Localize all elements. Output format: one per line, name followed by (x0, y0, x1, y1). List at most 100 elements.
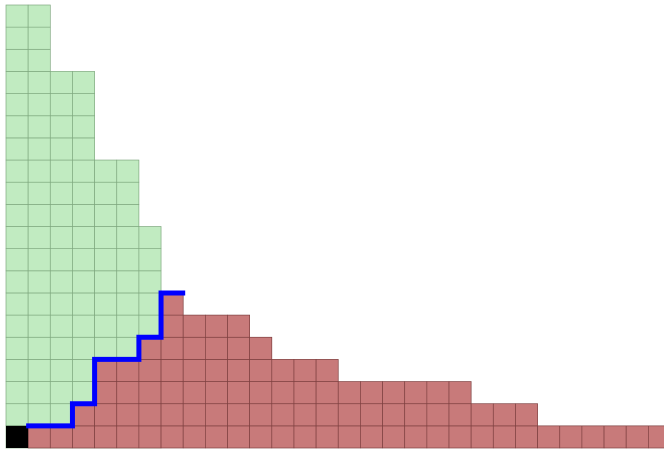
green-cell (27, 248, 51, 272)
red-cell (72, 425, 95, 449)
red-cell (315, 425, 339, 449)
red-cell (515, 403, 538, 427)
green-cell (94, 204, 118, 227)
red-cell (293, 425, 317, 449)
red-cell (249, 336, 273, 360)
red-cell (337, 425, 361, 449)
green-cell (49, 381, 73, 405)
red-cell (426, 403, 450, 427)
red-cell (182, 425, 206, 449)
green-cell (27, 26, 51, 50)
red-cell (138, 425, 162, 449)
red-cell (448, 403, 472, 427)
green-cell (49, 336, 73, 360)
red-cell (404, 403, 428, 427)
green-cell (27, 336, 51, 360)
green-cell (5, 359, 29, 382)
green-cell (27, 181, 51, 205)
red-cell (160, 425, 184, 449)
green-cell (72, 137, 95, 161)
red-cell (470, 403, 494, 427)
red-cell (205, 359, 228, 382)
green-cell (27, 381, 51, 405)
red-cell (182, 381, 206, 405)
red-cell (448, 381, 472, 405)
red-cell (271, 359, 295, 382)
green-cell (72, 359, 95, 382)
green-cell (138, 314, 162, 338)
red-cell (337, 403, 361, 427)
red-cell (116, 425, 140, 449)
red-cell (227, 336, 250, 360)
green-cell (5, 292, 29, 316)
green-cell (5, 4, 29, 28)
green-cell (5, 115, 29, 139)
red-cell (138, 403, 162, 427)
red-cell (116, 403, 140, 427)
boundary-path (26, 290, 186, 429)
red-cell (205, 336, 228, 360)
red-cell (581, 425, 605, 449)
green-cell (72, 381, 95, 405)
red-cell (404, 381, 428, 405)
green-cell (72, 292, 95, 316)
green-cell (27, 359, 51, 382)
green-cell (5, 314, 29, 338)
red-cell (382, 381, 406, 405)
red-cell (138, 336, 162, 360)
green-cell (116, 270, 140, 294)
red-cell (426, 425, 450, 449)
green-cell (49, 137, 73, 161)
green-cell (72, 181, 95, 205)
green-cell (5, 381, 29, 405)
green-cell (94, 292, 118, 316)
red-cell (182, 336, 206, 360)
red-cell (182, 359, 206, 382)
green-cell (116, 292, 140, 316)
green-cell (49, 248, 73, 272)
red-cell (205, 314, 228, 338)
green-cell (138, 270, 162, 294)
red-cell (271, 403, 295, 427)
green-cell (5, 26, 29, 50)
red-cell (49, 425, 73, 449)
green-cell (94, 336, 118, 360)
red-cell (249, 425, 273, 449)
green-cell (27, 137, 51, 161)
red-cell (271, 425, 295, 449)
origin-cell (6, 425, 29, 448)
green-cell (72, 336, 95, 360)
red-cell (249, 381, 273, 405)
red-cell (182, 403, 206, 427)
green-cell (49, 181, 73, 205)
green-cell (5, 403, 29, 427)
green-cell (72, 71, 95, 94)
red-cell (470, 425, 494, 449)
red-cell (249, 403, 273, 427)
red-cell (559, 425, 583, 449)
green-cell (49, 226, 73, 249)
red-cell (360, 381, 383, 405)
red-cell (227, 381, 250, 405)
green-cell (27, 4, 51, 28)
red-cell (382, 425, 406, 449)
red-cell (293, 403, 317, 427)
green-cell (72, 204, 95, 227)
green-cell (94, 226, 118, 249)
green-cell (27, 226, 51, 249)
red-cell (603, 425, 627, 449)
green-cell (5, 248, 29, 272)
red-cell (315, 403, 339, 427)
red-cell (205, 403, 228, 427)
red-cell (94, 359, 118, 382)
red-cell (94, 381, 118, 405)
green-cell (27, 204, 51, 227)
green-cell (94, 248, 118, 272)
red-cell (116, 359, 140, 382)
red-cell (227, 359, 250, 382)
red-cell (625, 425, 649, 449)
red-cell (205, 425, 228, 449)
green-cell (116, 226, 140, 249)
